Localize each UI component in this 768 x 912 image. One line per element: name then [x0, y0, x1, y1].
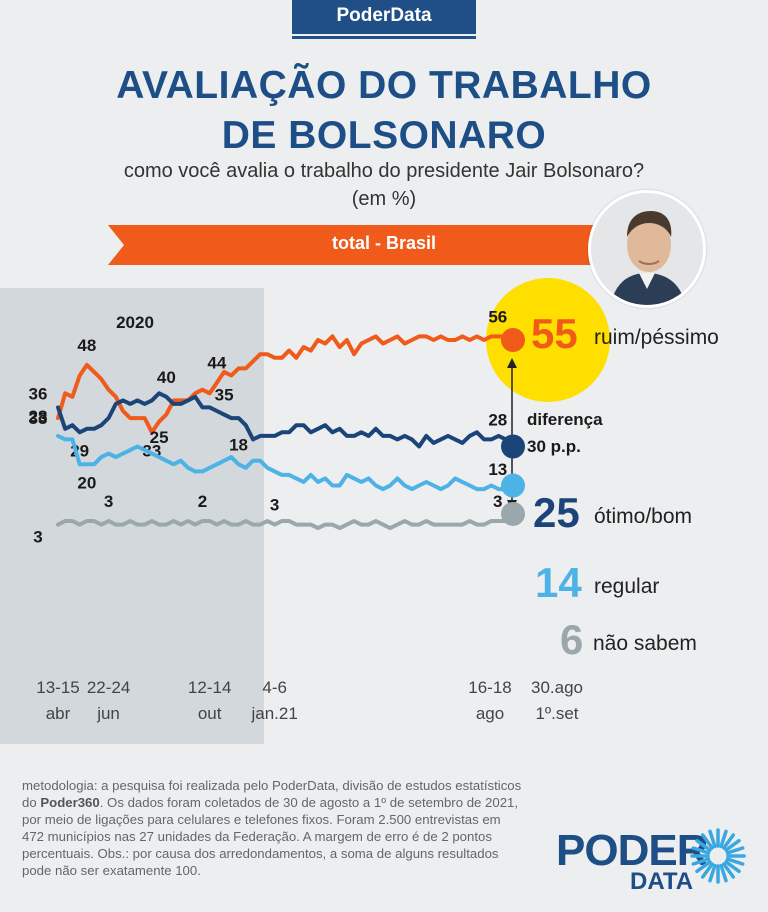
series-name-otimo: ótimo/bom — [594, 505, 692, 528]
series-name-regular: regular — [594, 575, 659, 598]
logo-burst-icon — [690, 828, 746, 884]
logo-data: DATA — [630, 868, 694, 895]
x-tick-label: jun — [96, 704, 120, 723]
methodology-text-1: metodologia: a pesquisa foi realizada pe… — [22, 778, 522, 810]
point-label-ruim-0: 33 — [29, 409, 48, 428]
x-tick-label: 30.ago — [531, 678, 583, 697]
logo-burst-ray — [700, 862, 714, 879]
logo-burst-ray — [722, 833, 736, 850]
series-line-otimo — [56, 391, 515, 449]
x-tick-label: 4-6 — [262, 678, 287, 697]
point-label-otimo-23: 35 — [215, 386, 234, 405]
point-label-regular-14: 25 — [150, 428, 169, 447]
logo-burst-ray — [691, 846, 711, 855]
methodology-text-2: . Os dados foram coletados de 30 de agos… — [22, 795, 519, 878]
x-axis: 13-15 abr 22-24 jun 12-14 out 4-6 jan.21 16-18 ag… — [36, 678, 583, 723]
x-tick-label: 16-18 — [468, 678, 511, 697]
brand-tab: PoderData — [292, 0, 476, 39]
x-tick-label: 1º.set — [535, 704, 578, 723]
point-label-naosabem-0: 3 — [33, 528, 42, 547]
difference-label: diferença — [527, 410, 603, 429]
series-line-regular — [56, 433, 515, 492]
chart-subtitle: como você avalia o trabalho do president… — [123, 160, 645, 182]
ribbon-banner — [108, 225, 600, 265]
president-photo — [588, 190, 706, 308]
end-value-naosabem: 6 — [560, 616, 583, 663]
logo-burst-ray — [708, 829, 717, 849]
point-label-otimo-0: 36 — [29, 384, 48, 403]
point-label-regular-0: 28 — [29, 407, 48, 426]
logo-burst-ray — [722, 862, 736, 879]
logo-poder: PODER — [556, 826, 708, 875]
point-label-naosabem-7: 3 — [104, 492, 113, 511]
point-label-regular-25: 18 — [229, 435, 248, 454]
difference-arrow-head-top — [507, 358, 517, 368]
end-value-ruim: 55 — [531, 310, 578, 357]
series-name-ruim: ruim/péssimo — [594, 326, 719, 349]
logo-burst-ray — [708, 863, 717, 883]
end-value-regular: 14 — [535, 559, 582, 606]
logo-burst-ray — [719, 829, 728, 849]
point-label-naosabem-30: 3 — [270, 496, 279, 515]
logo-burst-ray — [724, 860, 741, 874]
point-label-ruim-62: 56 — [488, 307, 507, 326]
ribbon-text: total - Brasil — [331, 233, 437, 253]
logo-burst-ray — [700, 833, 714, 850]
methodology-poder360: Poder360 — [40, 795, 100, 810]
year-label: 2020 — [116, 313, 154, 332]
logo-burst-ray — [725, 857, 745, 866]
series-endpoint-otimo — [501, 434, 525, 459]
point-label-regular-4: 20 — [77, 473, 96, 492]
point-label-naosabem-20: 2 — [198, 492, 207, 511]
point-label-regular-62: 13 — [488, 460, 507, 479]
point-label-ruim-4: 48 — [77, 336, 96, 355]
point-label-otimo-15: 40 — [157, 368, 176, 387]
methodology-note: metodologia: a pesquisa foi realizada pe… — [22, 777, 522, 879]
x-tick-label: 12-14 — [188, 678, 231, 697]
person-icon — [591, 193, 703, 305]
logo-burst-ray — [719, 863, 728, 883]
x-tick-label: ago — [476, 704, 504, 723]
x-tick-label: 13-15 — [36, 678, 79, 697]
series-name-naosabem: não sabem — [593, 632, 697, 655]
series-endpoint-ruim — [501, 328, 525, 352]
series-endpoint-naosabem — [501, 501, 525, 526]
point-label-otimo-62: 28 — [488, 410, 507, 429]
logo-burst-ray — [725, 846, 745, 855]
x-tick-label: jan.21 — [251, 704, 298, 723]
chart-title-line-2: DE BOLSONARO — [221, 114, 547, 157]
chart-title-line-1: AVALIAÇÃO DO TRABALHO — [116, 64, 652, 107]
logo-burst-ray — [724, 838, 741, 852]
x-tick-label: abr — [46, 704, 71, 723]
series-endpoint-regular — [501, 473, 525, 498]
unit-label: (em %) — [351, 188, 417, 210]
logo-burst-ray — [695, 838, 712, 852]
x-tick-label: 22-24 — [87, 678, 130, 697]
difference-value: 30 p.p. — [527, 437, 581, 456]
x-tick-label: out — [198, 704, 222, 723]
series-line-naosabem — [56, 512, 515, 531]
point-label-ruim-22: 44 — [207, 354, 226, 373]
highlight-circle — [486, 278, 610, 402]
series-line-ruim — [56, 334, 515, 435]
logo-burst-ray — [691, 857, 711, 866]
end-value-otimo: 25 — [533, 489, 580, 536]
year-2020-band — [0, 288, 264, 744]
logo-burst-ray — [695, 860, 712, 874]
point-label-naosabem-62: 3 — [493, 492, 502, 511]
